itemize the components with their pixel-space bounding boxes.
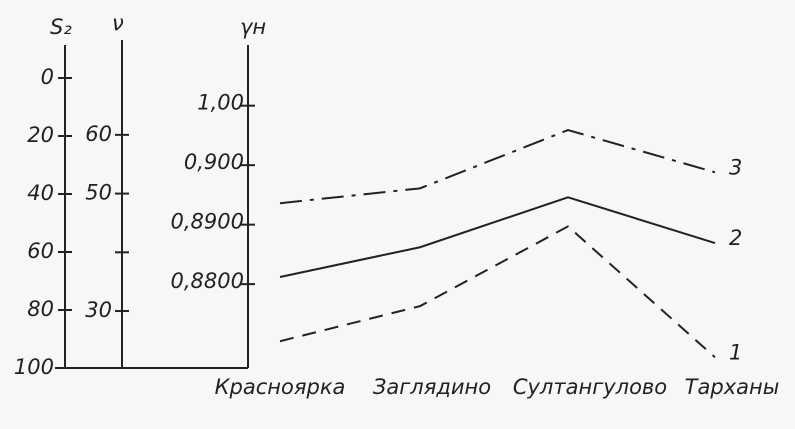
- series-line: [279, 196, 716, 278]
- x-tick-label: Султангулово: [513, 375, 667, 399]
- x-tick-label: Тарханы: [685, 375, 780, 399]
- s2-tick-label: 0: [41, 65, 54, 89]
- s2-tick-label: 20: [27, 123, 54, 147]
- nu-tick-label: 50: [85, 181, 112, 205]
- nu-tick-label: 30: [85, 298, 112, 322]
- nu-tick-label: 60: [85, 122, 112, 146]
- series-label: 3: [729, 155, 742, 179]
- s2-tick-label: 80: [27, 297, 54, 321]
- series-label: 2: [729, 226, 742, 250]
- s2-axis-title: S₂: [50, 15, 72, 39]
- nu-axis-title: ν: [112, 11, 124, 35]
- y-tick-label: 0,8900: [171, 210, 244, 234]
- series-line: [279, 129, 716, 205]
- series-line: [279, 225, 716, 359]
- s2-tick-label: 100: [14, 355, 54, 379]
- y-tick-label: 0,900: [184, 150, 244, 174]
- y-tick-label: 0,8800: [171, 269, 244, 293]
- x-tick-label: Красноярка: [215, 375, 346, 399]
- s2-tick-label: 60: [27, 239, 54, 263]
- series-label: 1: [729, 340, 742, 364]
- s2-tick-label: 40: [27, 181, 54, 205]
- y-tick-label: 1,00: [197, 91, 244, 115]
- gamma-axis-title: γн: [240, 15, 266, 39]
- x-tick-label: Заглядино: [373, 375, 491, 399]
